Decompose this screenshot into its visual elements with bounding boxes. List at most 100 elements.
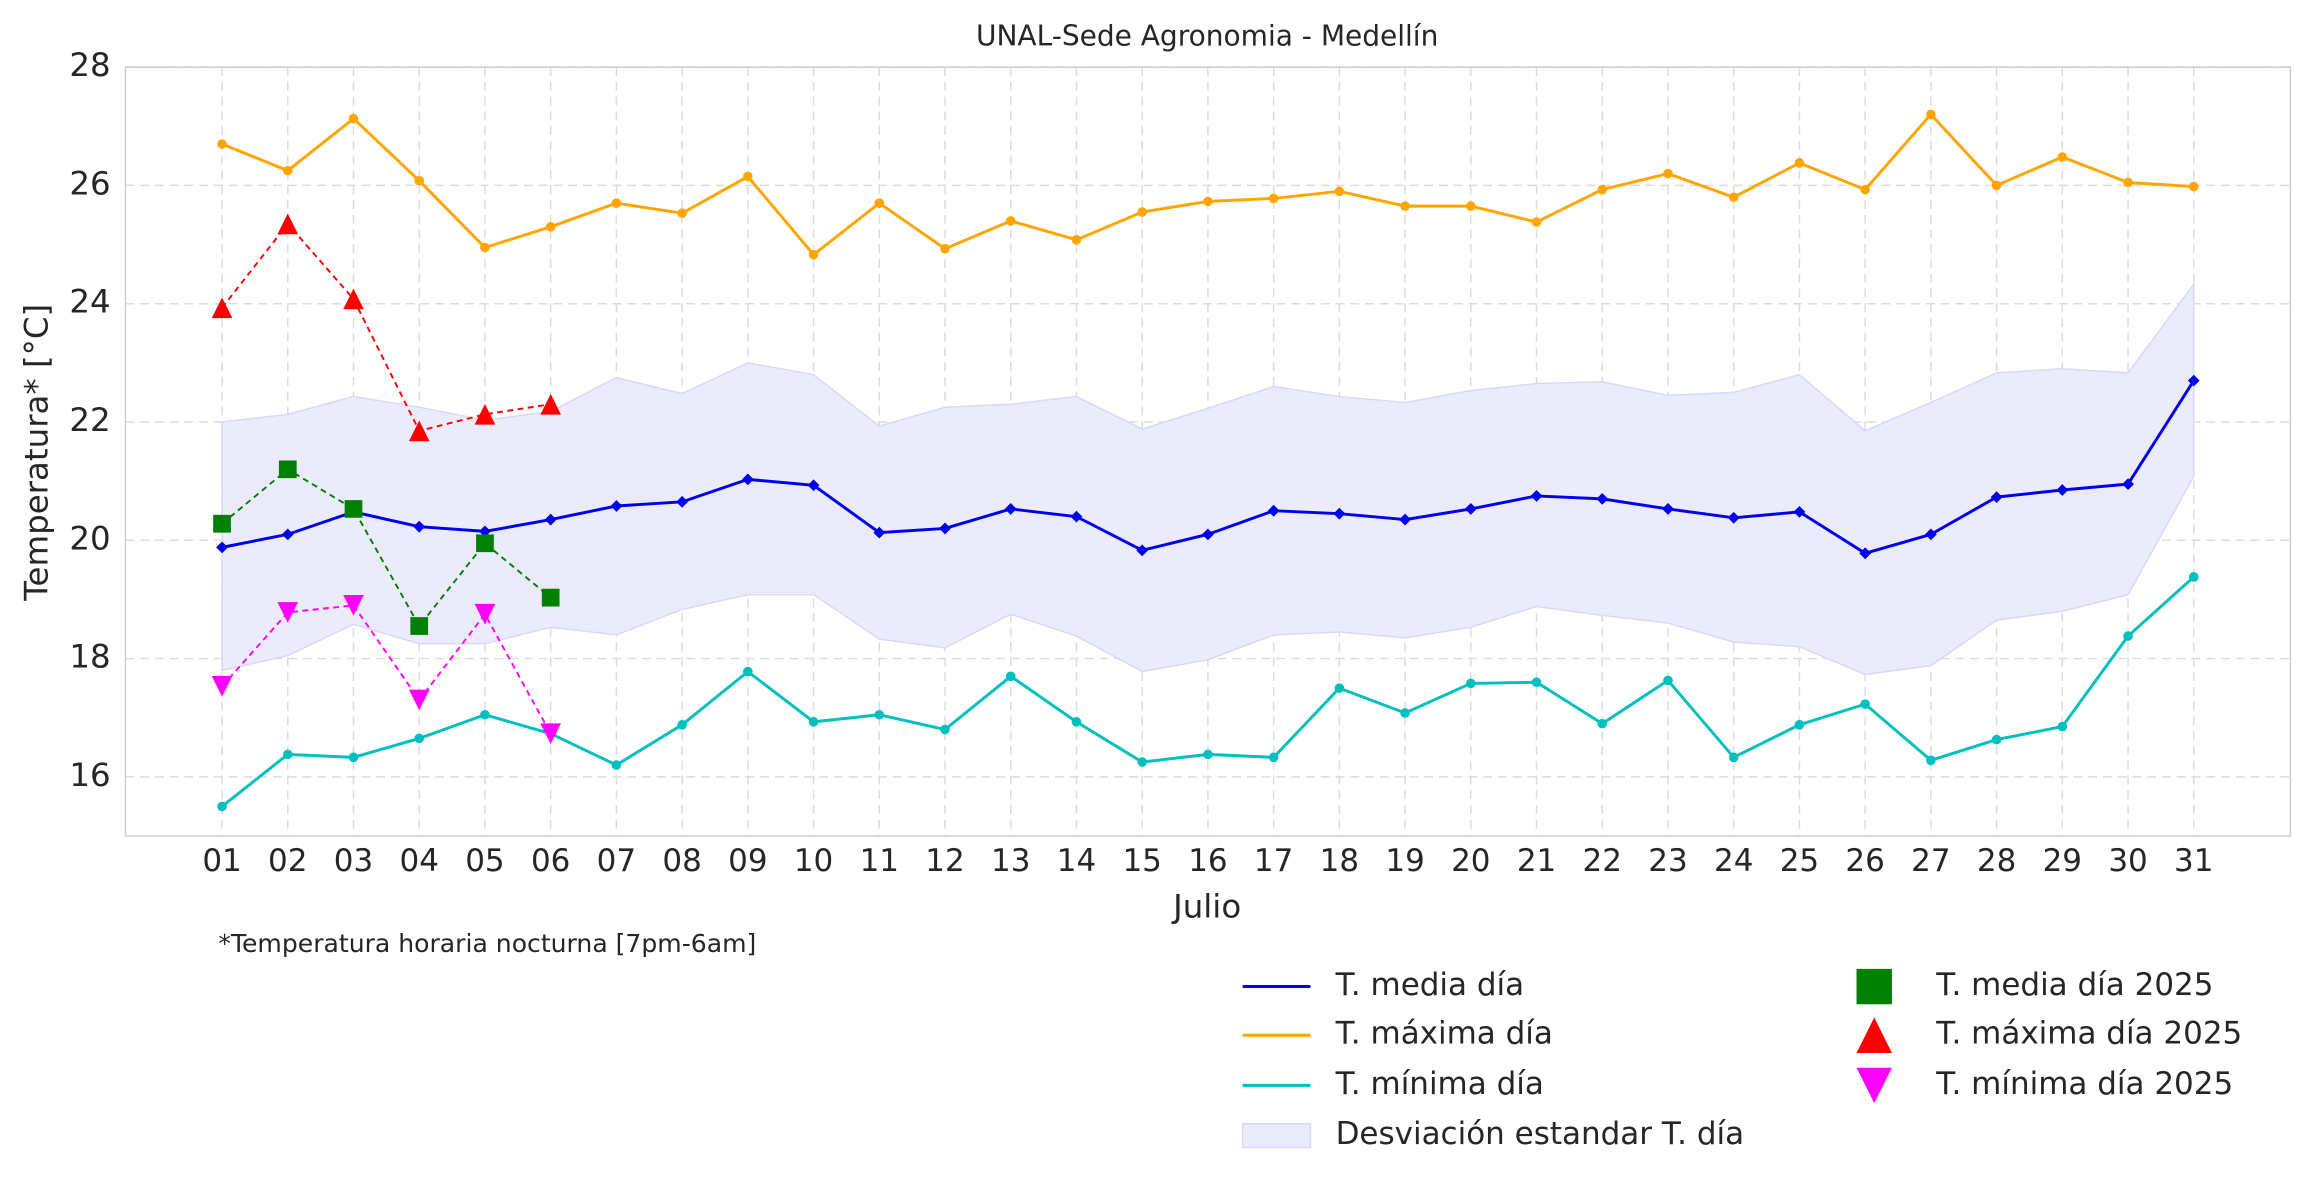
- point: [278, 460, 297, 479]
- point: [343, 595, 364, 616]
- point: [1924, 528, 1937, 541]
- point: [1071, 717, 1082, 727]
- x-tick-label: 25: [1780, 843, 1819, 879]
- x-tick-label: 27: [1911, 843, 1950, 879]
- point: [213, 514, 231, 533]
- point: [1662, 503, 1674, 515]
- point: [348, 113, 359, 124]
- legend-swatch: [1856, 1017, 1892, 1053]
- point: [1531, 217, 1542, 227]
- point: [211, 297, 233, 319]
- y-tick-label: 18: [69, 638, 110, 676]
- x-tick-label: 10: [794, 843, 833, 879]
- x-tick-label: 20: [1451, 843, 1490, 879]
- point: [1070, 510, 1083, 523]
- point: [1464, 503, 1477, 515]
- x-tick-label: 07: [597, 843, 636, 879]
- x-tick-label: 26: [1845, 843, 1884, 879]
- point: [1203, 196, 1213, 207]
- point: [1991, 180, 2002, 191]
- point: [873, 526, 886, 539]
- point: [610, 500, 623, 512]
- x-tick-label: 11: [860, 843, 899, 879]
- point: [1333, 507, 1346, 520]
- legend-swatch: [1856, 968, 1892, 1005]
- y-tick-label: 26: [69, 164, 110, 202]
- point: [2057, 152, 2068, 162]
- point: [282, 749, 293, 760]
- point: [281, 528, 294, 541]
- point: [474, 603, 496, 625]
- legend-label: T. media día 2025: [1935, 967, 2213, 1003]
- std-band: [221, 281, 2195, 676]
- point: [545, 222, 556, 232]
- point: [1793, 505, 1806, 518]
- point: [2122, 478, 2134, 490]
- x-tick-label: 24: [1714, 843, 1753, 879]
- point: [1531, 677, 1542, 688]
- point: [1597, 184, 1608, 195]
- point: [807, 479, 820, 492]
- x-tick-label: 15: [1122, 843, 1161, 879]
- point: [540, 393, 562, 415]
- point: [211, 676, 233, 697]
- plot-frame: [124, 66, 2292, 837]
- legend-label: T. mínima día: [1335, 1066, 1544, 1102]
- point: [474, 403, 496, 425]
- point: [343, 288, 364, 310]
- point: [1991, 734, 2002, 745]
- point: [541, 588, 560, 607]
- point: [1268, 193, 1279, 204]
- point: [1597, 718, 1608, 729]
- point: [1268, 752, 1279, 763]
- legend-label: T. máxima día 2025: [1935, 1016, 2242, 1052]
- point: [344, 500, 363, 518]
- point: [479, 525, 491, 538]
- point: [1136, 544, 1149, 557]
- point: [808, 717, 819, 727]
- point: [2057, 721, 2068, 732]
- y-tick-label: 24: [69, 283, 110, 321]
- point: [1202, 528, 1214, 541]
- point: [1400, 708, 1410, 718]
- point: [1727, 511, 1740, 524]
- point: [677, 208, 687, 219]
- series-line: [221, 468, 552, 628]
- y-tick-label: 20: [69, 519, 110, 557]
- point: [1005, 216, 1016, 226]
- point: [2188, 572, 2199, 582]
- point: [1990, 491, 2003, 504]
- point: [1794, 720, 1805, 730]
- point: [1596, 492, 1609, 505]
- point: [410, 617, 429, 635]
- point: [544, 513, 557, 526]
- point: [1400, 201, 1410, 211]
- series-line: [221, 604, 552, 735]
- point: [940, 243, 950, 254]
- point: [1859, 547, 1872, 560]
- point: [282, 165, 293, 176]
- point: [1466, 201, 1476, 211]
- x-tick-label: 19: [1385, 843, 1424, 879]
- x-tick-label: 28: [1977, 843, 2016, 879]
- point: [940, 724, 950, 735]
- point: [1137, 757, 1147, 767]
- x-tick-label: 14: [1057, 843, 1096, 879]
- point: [1728, 192, 1739, 203]
- point: [1137, 207, 1147, 217]
- point: [743, 666, 753, 677]
- x-tick-label: 05: [465, 843, 504, 879]
- point: [1334, 186, 1345, 197]
- point: [277, 602, 299, 623]
- x-tick-label: 12: [925, 843, 964, 879]
- x-tick-label: 17: [1254, 843, 1293, 879]
- point: [2123, 177, 2133, 188]
- point: [1860, 184, 1870, 195]
- point: [611, 198, 622, 208]
- point: [1399, 513, 1411, 526]
- y-tick-label: 28: [69, 46, 110, 84]
- point: [1728, 752, 1739, 763]
- point: [677, 720, 687, 730]
- x-tick-label: 08: [662, 843, 701, 879]
